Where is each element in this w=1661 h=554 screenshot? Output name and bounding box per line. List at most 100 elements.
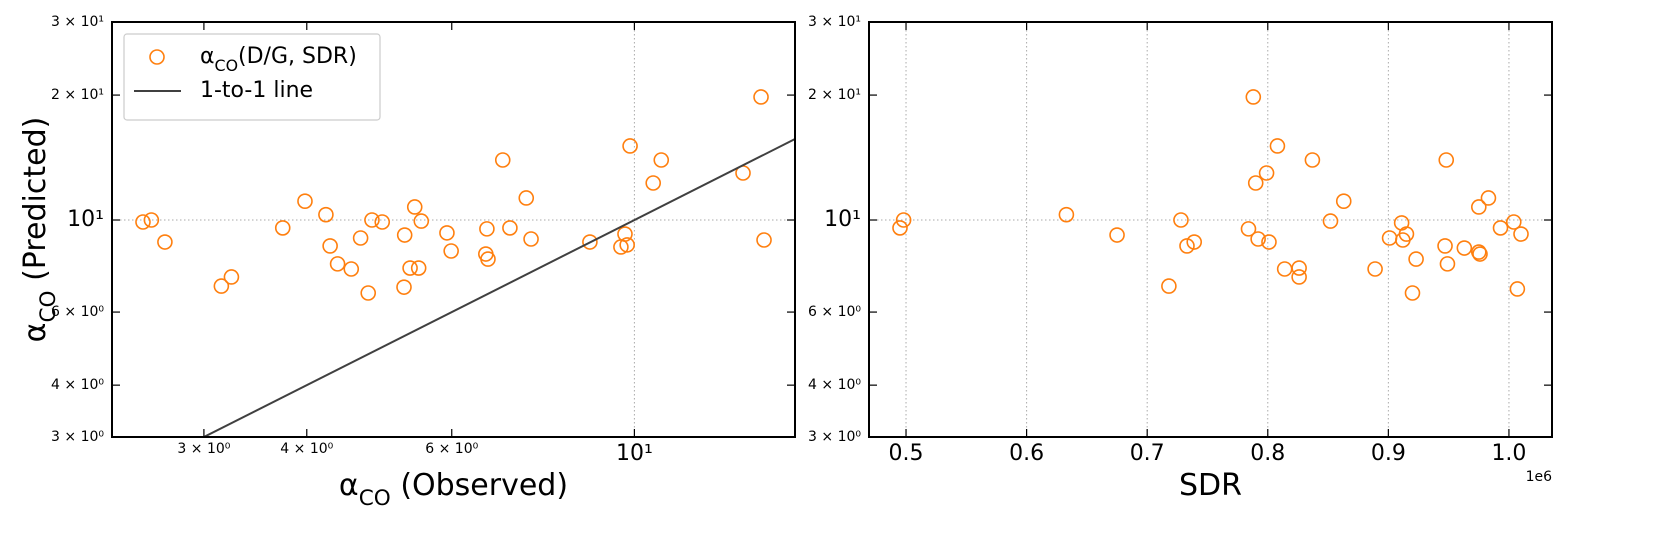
marker <box>374 214 391 230</box>
x-tick-label: 10¹ <box>616 441 653 466</box>
marker <box>223 269 240 285</box>
marker <box>756 232 772 248</box>
marker <box>645 175 662 191</box>
marker <box>1505 214 1522 230</box>
y-tick-label: 4 × 10⁰ <box>808 377 861 393</box>
plot-frame <box>868 21 1553 438</box>
marker <box>1291 269 1307 285</box>
marker <box>494 152 511 168</box>
marker <box>1250 231 1266 247</box>
marker <box>213 278 230 294</box>
marker <box>1381 230 1398 246</box>
marker <box>1367 261 1383 277</box>
marker <box>364 212 380 228</box>
marker <box>653 152 670 168</box>
plot-frame <box>111 21 796 438</box>
marker <box>1404 285 1421 301</box>
x-tick-label: 0.8 <box>1250 441 1285 466</box>
marker <box>1245 89 1262 105</box>
marker <box>1247 175 1264 191</box>
marker <box>402 260 418 276</box>
marker <box>753 89 769 105</box>
marker <box>1304 152 1321 168</box>
y-tick-label: 6 × 10⁰ <box>51 304 104 320</box>
marker <box>1179 238 1195 254</box>
marker <box>1513 226 1529 242</box>
y-tick-label: 3 × 10¹ <box>51 14 104 30</box>
marker <box>360 285 377 301</box>
marker <box>1258 165 1275 181</box>
panel: 3 × 10⁰ 4 × 10⁰ 6 × 10⁰ 10¹ 3 × 10⁰ 4 × 10⁰ 6 … <box>18 14 796 511</box>
x-axis-label: SDR <box>1179 468 1242 503</box>
marker <box>1480 190 1497 206</box>
x-tick-label: 3 × 10⁰ <box>177 441 230 457</box>
marker <box>396 279 412 295</box>
x-tick-label: 0.9 <box>1371 441 1406 466</box>
marker <box>1398 226 1415 242</box>
marker <box>1438 152 1455 168</box>
marker <box>622 138 638 154</box>
marker <box>1471 199 1487 215</box>
marker <box>1456 240 1473 256</box>
marker <box>1269 138 1286 154</box>
marker <box>895 212 912 228</box>
x-tick-label: 0.6 <box>1009 441 1044 466</box>
y-tick-label: 3 × 10¹ <box>808 14 861 30</box>
panel: 0.5 0.6 0.7 0.8 0.9 1.0 3 × 10⁰ 4 × 10⁰ 6 × 10⁰ 1… <box>808 14 1553 503</box>
y-tick-label: 2 × 10¹ <box>51 87 104 103</box>
y-tick-label: 6 × 10⁰ <box>808 304 861 320</box>
plot-area <box>135 89 795 437</box>
marker <box>582 234 598 250</box>
marker <box>518 190 535 206</box>
marker <box>502 220 518 236</box>
marker <box>1439 256 1456 272</box>
x-tick-label: 1.0 <box>1491 441 1526 466</box>
y-tick-label: 2 × 10¹ <box>808 87 861 103</box>
marker <box>322 238 338 254</box>
marker <box>619 237 635 253</box>
marker <box>329 256 346 272</box>
marker <box>1437 238 1453 254</box>
marker <box>297 193 313 209</box>
legend-box <box>123 33 381 121</box>
x-tick-label: 6 × 10⁰ <box>425 441 478 457</box>
marker <box>1173 212 1189 228</box>
line <box>201 138 795 437</box>
marker <box>1471 244 1487 260</box>
marker <box>274 220 291 236</box>
marker <box>479 221 495 237</box>
y-tick-label: 3 × 10⁰ <box>51 429 104 445</box>
y-axis-label: αCO (Predicted) <box>18 117 61 343</box>
y-tick-label: 4 × 10⁰ <box>51 377 104 393</box>
marker <box>439 225 455 241</box>
y-tick-label: 10¹ <box>824 207 861 232</box>
y-tick-label: 10¹ <box>67 207 104 232</box>
marker <box>1109 227 1125 243</box>
marker <box>1240 221 1257 237</box>
x-offset-label: 1e6 <box>1526 469 1553 485</box>
marker <box>1492 220 1509 236</box>
marker <box>1408 251 1424 267</box>
x-tick-label: 0.5 <box>889 441 924 466</box>
marker <box>892 220 908 236</box>
legend-marker <box>149 49 165 65</box>
marker <box>1335 193 1352 209</box>
marker <box>343 261 360 277</box>
y-tick-label: 3 × 10⁰ <box>808 429 861 445</box>
marker <box>352 230 369 246</box>
x-axis-label: αCO (Observed) <box>339 468 568 511</box>
marker <box>1509 281 1526 297</box>
marker <box>617 226 633 242</box>
marker <box>443 243 459 259</box>
marker <box>1291 260 1307 276</box>
marker <box>143 212 160 228</box>
marker <box>157 234 173 250</box>
marker <box>1161 278 1177 294</box>
marker <box>1322 213 1339 229</box>
marker <box>1058 206 1075 223</box>
marker <box>396 227 413 243</box>
marker <box>318 206 334 223</box>
marker <box>1276 261 1293 277</box>
marker <box>135 214 151 230</box>
